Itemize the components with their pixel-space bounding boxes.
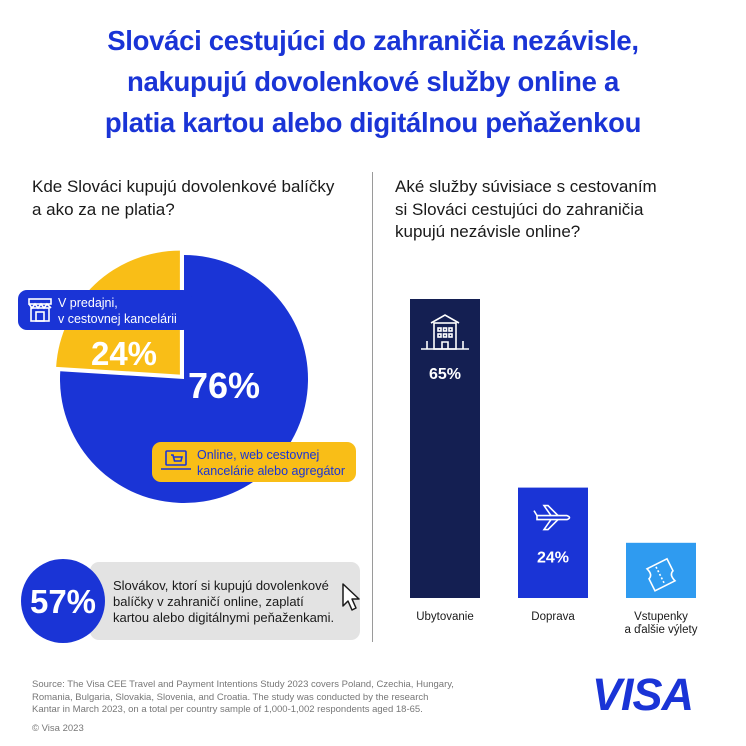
bar-1 bbox=[518, 487, 588, 598]
question-line: si Slováci cestujúci do zahraničia bbox=[395, 199, 644, 219]
bar-category-label: Ubytovanie bbox=[416, 611, 474, 623]
source-line: Kantar in March 2023, on a total per cou… bbox=[32, 704, 423, 716]
bar-category-label: Vstupenky bbox=[634, 611, 688, 623]
source-line: Source: The Visa CEE Travel and Payment … bbox=[32, 679, 454, 690]
callout-line: Slovákov, ktorí si kupujú dovolenkové bbox=[113, 578, 329, 593]
bar-2 bbox=[626, 542, 696, 598]
airplane-icon bbox=[533, 504, 571, 531]
legend-line: Online, web cestovnej bbox=[197, 448, 319, 462]
page-title: Slováci cestujúci do zahraničia nezávisl… bbox=[20, 20, 726, 143]
pie-slice-online bbox=[59, 255, 309, 503]
cursor-arrow-icon bbox=[342, 583, 360, 611]
hotel-icon bbox=[421, 314, 469, 350]
online-legend-label: Online, web cestovnej kancelárie alebo a… bbox=[152, 442, 356, 482]
source-line: Romania, Bulgaria, Slovakia, Slovenia, a… bbox=[32, 691, 429, 703]
svg-text:V predajni, v cestovne: V predajni, v cestovnej kancelárii bbox=[58, 296, 177, 326]
legend-line: V predajni, bbox=[58, 296, 118, 310]
question-line: kupujú nezávisle online? bbox=[395, 222, 581, 241]
card-payment-callout: 57% Slovákov, ktorí si kupujú dovolenkov… bbox=[21, 559, 360, 643]
copyright: © Visa 2023 bbox=[32, 723, 84, 734]
svg-text:Slovákov, ktorí si kupujú dovo: Slovákov, ktorí si kupujú dovolenkové ba… bbox=[113, 578, 334, 625]
bar-value-label: 24% bbox=[537, 550, 569, 567]
question-line: a ako za ne platia? bbox=[32, 199, 175, 219]
bar-category-label: a ďalšie výlety bbox=[625, 624, 698, 636]
bar-value-label: 65% bbox=[429, 366, 461, 383]
question-line: Aké služby súvisiace s cestovaním bbox=[395, 177, 657, 196]
pie-value-label: 24% bbox=[91, 335, 157, 372]
callout-line: balíčky v zahraničí online, zaplatí bbox=[113, 594, 304, 609]
question-line: Kde Slováci kupujú dovolenkové balíčky bbox=[32, 177, 335, 196]
column-divider bbox=[372, 172, 373, 642]
left-question: Kde Slováci kupujú dovolenkové balíčky a… bbox=[32, 176, 362, 221]
callout-value: 57% bbox=[30, 583, 96, 620]
right-question: Aké služby súvisiace s cestovaním si Slo… bbox=[395, 176, 725, 244]
storefront-icon bbox=[28, 298, 52, 322]
pie-value-label: 76% bbox=[188, 365, 260, 406]
source-note: Source: The Visa CEE Travel and Payment … bbox=[32, 679, 462, 717]
title-line: nakupujú dovolenkové služby online a bbox=[127, 66, 619, 97]
bar-value-label: 12% bbox=[645, 598, 677, 615]
visa-logo: VISA bbox=[592, 669, 694, 720]
title-line: Slováci cestujúci do zahraničia nezávisl… bbox=[107, 25, 639, 56]
title-line: platia kartou alebo digitálnou peňaženko… bbox=[104, 107, 642, 138]
store-legend-label: V predajni, v cestovnej kancelárii bbox=[18, 290, 192, 330]
ticket-icon bbox=[645, 557, 677, 592]
callout-line: kartou alebo digitálnymi peňaženkami. bbox=[113, 610, 334, 625]
bar-category-label: Doprava bbox=[531, 611, 575, 623]
svg-text:Online, web cestovnej: Online, web cestovnej kancelárie alebo a… bbox=[197, 448, 345, 478]
pie-chart: 76% 24% V predajni, v cestovnej kancelár… bbox=[18, 250, 356, 503]
laptop-cart-icon bbox=[161, 450, 191, 470]
legend-line: kancelárie alebo agregátor bbox=[197, 464, 345, 478]
bar-0 bbox=[410, 299, 480, 598]
legend-line: v cestovnej kancelárii bbox=[58, 312, 177, 326]
